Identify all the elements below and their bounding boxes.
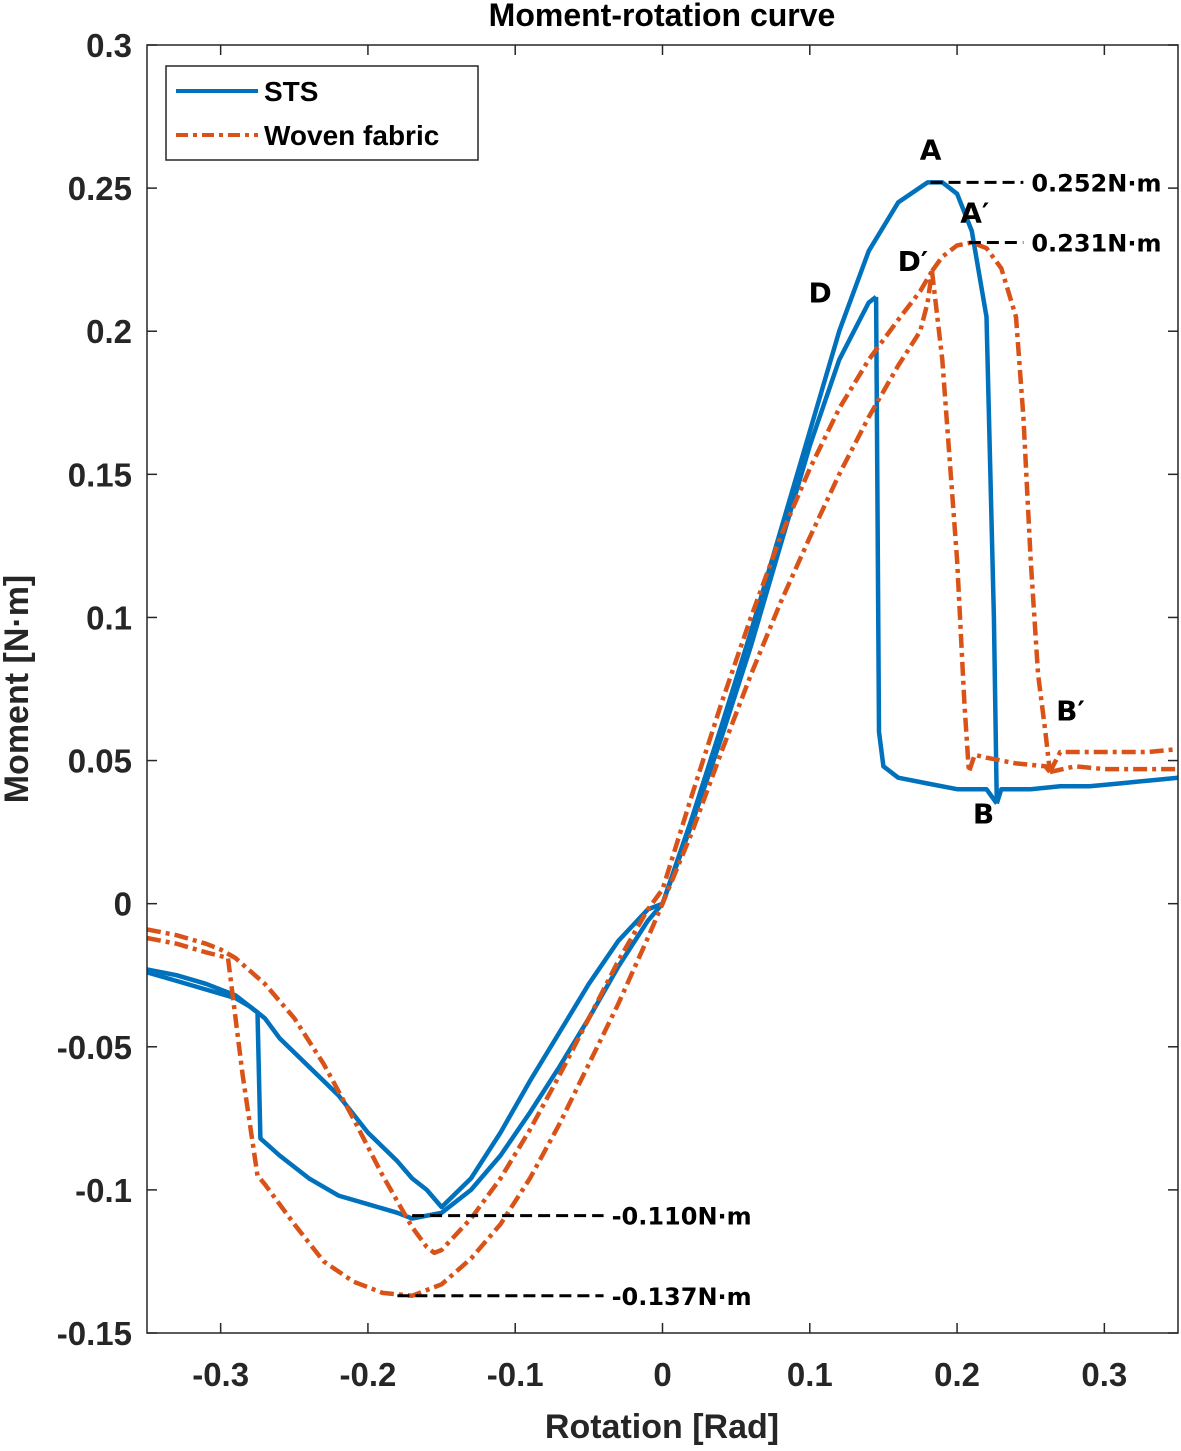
series-line-woven-fabric-segment-4: [930, 240, 1053, 773]
series-line-sts-segment-2: [994, 775, 1179, 805]
y-tick-label: -0.15: [57, 1315, 132, 1352]
y-tick-label: 0.05: [68, 743, 132, 780]
series-line-woven-fabric-segment-5: [1049, 764, 1178, 775]
y-tick-label: -0.05: [57, 1029, 132, 1066]
y-tick-label: 0.1: [86, 599, 132, 636]
y-axis-title: Moment [N·m]: [0, 575, 36, 804]
series-line-woven-fabric-segment-0: [146, 269, 934, 1256]
x-axis-title: Rotation [Rad]: [545, 1408, 779, 1446]
legend-label-sts: STS: [264, 76, 318, 107]
chart-title: Moment-rotation curve: [489, 0, 836, 33]
point-label-2: D: [808, 277, 831, 310]
y-tick-label: 0.25: [68, 170, 132, 207]
annotation-value-3: -0.137N·m: [612, 1283, 752, 1311]
series-line-sts-segment-0: [146, 295, 878, 1210]
series-line-sts-segment-3: [146, 180, 1000, 1221]
legend-box: [165, 65, 479, 161]
annotation-layer: 0.252N·m 0.231N·m -0.110N·m -0.137N·m A A′ D D′…: [397, 133, 1161, 1311]
series-layer: [146, 180, 1179, 1299]
point-label-1: A′: [960, 196, 989, 229]
x-axis: -0.3 -0.2 -0.1 0 0.1 0.2 0.3: [192, 45, 1127, 1393]
x-tick-label: -0.1: [487, 1356, 544, 1393]
x-tick-label: 0.3: [1081, 1356, 1127, 1393]
x-tick-label: 0.1: [787, 1356, 833, 1393]
point-label-3: D′: [898, 245, 929, 278]
series-line-sts-segment-1: [873, 296, 999, 805]
y-tick-label: 0.2: [86, 313, 132, 350]
legend-label-woven-fabric: Woven fabric: [264, 120, 439, 151]
y-tick-label: 0.3: [86, 27, 132, 64]
annotation-value-2: -0.110N·m: [612, 1203, 752, 1231]
point-label-0: A: [920, 133, 942, 166]
point-label-5: B′: [1056, 694, 1085, 727]
y-tick-label: -0.1: [75, 1172, 132, 1209]
y-tick-label: 0.15: [68, 456, 132, 493]
series-line-woven-fabric-segment-2: [1047, 746, 1179, 774]
annotation-value-1: 0.231N·m: [1031, 229, 1161, 257]
plot-area-frame: [146, 44, 1179, 1334]
x-tick-label: 0.2: [934, 1356, 980, 1393]
x-tick-label: -0.2: [339, 1356, 396, 1393]
legend: STS Woven fabric: [165, 65, 479, 161]
x-tick-label: 0: [653, 1356, 671, 1393]
annotation-value-0: 0.252N·m: [1031, 169, 1161, 197]
x-tick-label: -0.3: [192, 1356, 249, 1393]
series-line-woven-fabric-segment-3: [146, 270, 935, 1299]
y-axis: -0.15 -0.1 -0.05 0 0.05 0.1 0.15 0.2 0.25 0.3: [57, 27, 1178, 1352]
series-line-woven-fabric-segment-1: [929, 270, 1052, 775]
y-tick-label: 0: [114, 886, 132, 923]
point-label-4: B: [973, 798, 994, 831]
